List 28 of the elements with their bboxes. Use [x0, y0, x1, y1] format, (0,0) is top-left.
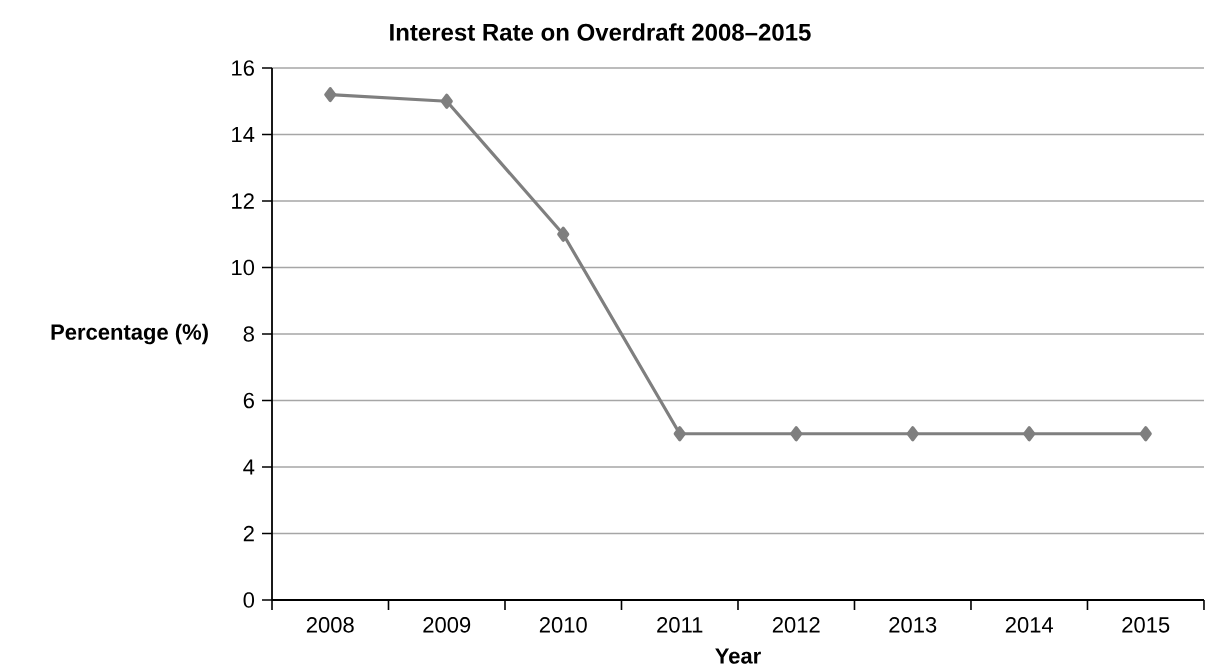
- y-tick-label: 12: [232, 193, 254, 209]
- point: [790, 426, 803, 442]
- y-tick-label: 2: [243, 525, 254, 542]
- y-axis-title: Percentage (%): [51, 323, 208, 345]
- point: [1139, 426, 1152, 442]
- y-tick-label: 0: [243, 592, 255, 608]
- point: [906, 426, 919, 442]
- x-tick-label: 2009: [423, 617, 471, 633]
- x-tick-label: 2012: [772, 617, 820, 633]
- y-tick-label: 16: [232, 60, 254, 76]
- point: [673, 426, 686, 442]
- chart-title: Interest Rate on Overdraft 2008–2015: [390, 23, 811, 41]
- point: [1023, 426, 1036, 442]
- point: [440, 93, 453, 109]
- x-tick-label: 2015: [1122, 617, 1170, 633]
- y-tick-label: 8: [243, 326, 254, 342]
- point: [557, 226, 570, 242]
- y-tick-label: 4: [243, 459, 255, 475]
- x-tick-label: 2014: [1005, 617, 1054, 633]
- y-tick-label: 6: [243, 392, 254, 409]
- x-tick-label: 2010: [539, 617, 587, 633]
- y-tick-label: 10: [232, 259, 255, 276]
- x-tick-label: 2011: [657, 617, 703, 633]
- y-tick-label: 14: [232, 126, 255, 143]
- point: [324, 86, 337, 103]
- x-tick-label: 2008: [306, 617, 354, 633]
- x-tick-label: 2013: [889, 617, 937, 633]
- x-axis-title: Year: [715, 648, 761, 664]
